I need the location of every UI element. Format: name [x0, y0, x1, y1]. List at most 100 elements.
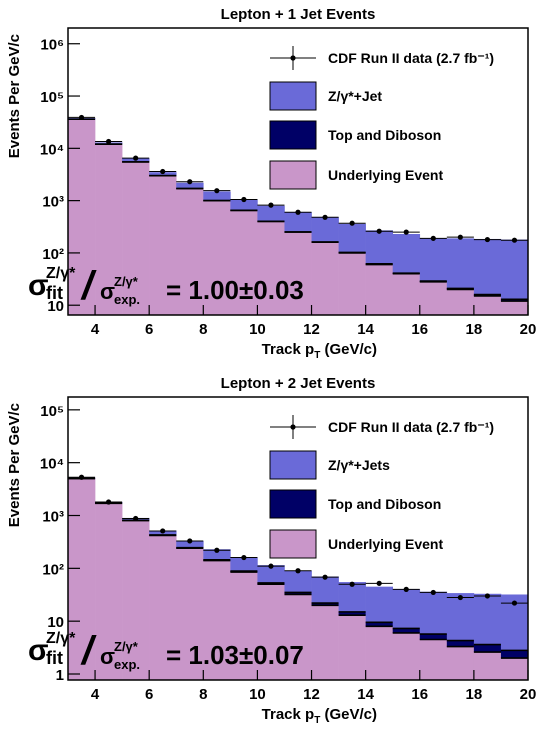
y-tick-label: 10: [47, 298, 64, 315]
y-axis-label: Events Per GeV/c: [6, 34, 23, 158]
y-tick-label: 10³: [42, 509, 64, 526]
bar-segment: [284, 212, 312, 232]
legend-swatch: [269, 529, 317, 559]
legend-swatch: [269, 489, 317, 519]
bar-segment: [122, 520, 150, 680]
data-point: [322, 574, 328, 580]
bar-segment: [446, 640, 475, 647]
y-tick-label: 10⁵: [40, 89, 64, 106]
bar-segment: [257, 205, 285, 222]
bar-segment: [392, 589, 421, 629]
x-tick-label: 6: [145, 686, 153, 703]
x-tick-label: 12: [303, 686, 320, 703]
y-tick-label: 10⁴: [40, 456, 64, 473]
annotation: /: [80, 629, 97, 673]
bar-segment: [230, 210, 258, 315]
legend-marker: [290, 55, 296, 61]
data-point: [376, 228, 382, 234]
bar-segment: [311, 605, 339, 680]
bar-segment: [230, 557, 258, 572]
panel-title: Lepton + 1 Jet Events: [221, 6, 376, 23]
bar-segment: [257, 584, 285, 680]
data-point: [349, 581, 355, 587]
bar-segment: [419, 639, 448, 680]
bar-segment: [203, 549, 231, 560]
legend-label: CDF Run II data (2.7 fb⁻¹): [328, 50, 494, 66]
bar-segment: [419, 634, 448, 640]
data-point: [268, 563, 274, 569]
y-tick-label: 10⁵: [40, 403, 64, 420]
bar-segment: [500, 658, 529, 680]
bar-segment: [473, 238, 502, 295]
data-point: [295, 568, 301, 574]
y-tick-label: 10⁴: [40, 141, 64, 158]
legend-label: Underlying Event: [328, 167, 443, 183]
bar-segment: [284, 570, 312, 593]
bar-segment: [419, 238, 448, 282]
bar-segment: [284, 594, 312, 680]
bar-segment: [419, 591, 448, 635]
bar-segment: [257, 221, 285, 315]
data-point: [78, 114, 85, 121]
data-point: [187, 538, 193, 544]
annotation: Z/γ*: [114, 639, 139, 654]
bar-segment: [338, 252, 366, 315]
data-point: [376, 580, 382, 586]
bar-segment: [473, 652, 502, 680]
bar-segment: [257, 565, 285, 583]
data-point: [457, 234, 463, 240]
bar-segment: [365, 626, 394, 680]
data-point: [105, 499, 112, 505]
data-point: [484, 593, 491, 599]
bar-segment: [500, 299, 529, 302]
bar-segment: [230, 199, 258, 211]
y-tick-label: 10²: [42, 246, 64, 263]
bar-segment: [203, 200, 231, 315]
data-point: [214, 547, 220, 553]
y-tick-label: 1: [56, 667, 64, 684]
bar-segment: [284, 232, 312, 315]
legend-swatch: [269, 120, 317, 150]
bar-segment: [365, 230, 394, 264]
annotation: = 1.03±0.07: [166, 640, 304, 670]
x-tick-label: 6: [145, 321, 153, 338]
bar-segment: [176, 182, 204, 189]
data-point: [349, 220, 355, 226]
x-axis-label-part: (GeV/c): [320, 341, 377, 358]
x-axis-label-part: (GeV/c): [320, 706, 377, 723]
legend-label: Z/γ*+Jets: [328, 457, 390, 473]
bar-segment: [446, 646, 475, 680]
bar-segment: [365, 586, 394, 623]
legend-label: Underlying Event: [328, 536, 443, 552]
x-tick-label: 20: [520, 686, 537, 703]
annotation: fit: [46, 648, 63, 668]
bar-segment: [446, 289, 475, 315]
x-tick-label: 4: [91, 321, 100, 338]
x-tick-label: 16: [411, 321, 428, 338]
annotation: Z/γ*: [46, 265, 76, 282]
bar-segment: [500, 239, 529, 300]
bar-segment: [500, 650, 529, 659]
annotation: /: [80, 264, 97, 308]
data-point: [322, 214, 328, 220]
bar-segment: [149, 535, 177, 680]
bar-segment: [338, 615, 366, 680]
x-axis-label: Track pT (GeV/c): [262, 341, 377, 361]
data-point: [511, 237, 518, 243]
x-axis-label: Track pT (GeV/c): [262, 706, 377, 726]
x-tick-label: 8: [199, 321, 207, 338]
x-tick-label: 18: [466, 686, 483, 703]
plot-frame: [67, 396, 529, 681]
legend-label: Z/γ*+Jet: [328, 88, 382, 104]
data-point: [187, 179, 193, 185]
legend-label: CDF Run II data (2.7 fb⁻¹): [328, 419, 494, 435]
annotation: σ: [28, 269, 49, 302]
bar-segment: [419, 281, 448, 315]
data-point: [511, 600, 518, 606]
annotation: σ: [100, 279, 115, 304]
data-point: [133, 155, 139, 161]
annotation: = 1.00±0.03: [166, 275, 304, 305]
bar-segment: [473, 296, 502, 315]
data-point: [457, 594, 463, 601]
bar-segment: [176, 188, 204, 315]
